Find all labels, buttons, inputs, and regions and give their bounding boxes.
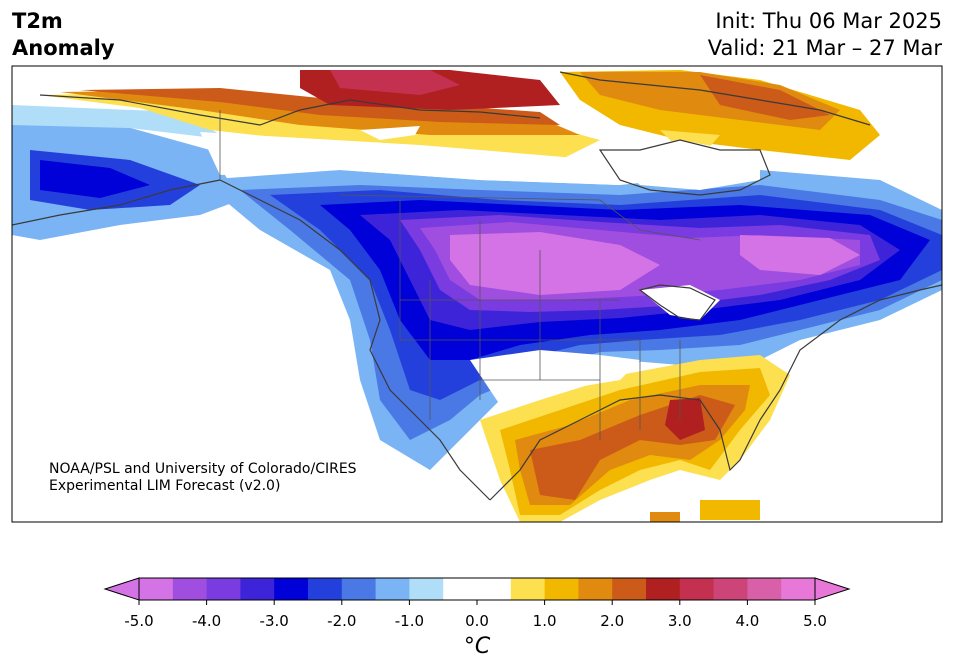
colorbar-bin (713, 578, 748, 600)
colorbar-under-arrow (103, 577, 140, 601)
colorbar-bin (612, 578, 647, 600)
colorbar-bin (510, 578, 546, 600)
colorbar-unit-label: °C (464, 634, 491, 659)
political-borders (219, 110, 701, 440)
colorbar-ticks: -5.0 -4.0 -3.0 -2.0 -1.0 0.0 1.0 2.0 3.0 4.0 5.0 (124, 600, 827, 630)
colorbar-tick-label: -2.0 (327, 612, 356, 630)
colorbar-tick-label: 5.0 (803, 612, 827, 630)
colorbar-bin (477, 578, 512, 600)
neutral-band-north (200, 132, 620, 185)
coastlines (12, 71, 942, 501)
hudson-bay (600, 140, 760, 190)
colorbar-tick-label: 3.0 (668, 612, 692, 630)
colorbar-tick-label: 0.0 (465, 612, 489, 630)
colorbar-bins (139, 578, 816, 600)
colorbar-bin (679, 578, 715, 600)
title-line-2: Anomaly (12, 36, 115, 60)
colorbar-bin (240, 578, 275, 600)
colorbar-bin (781, 578, 816, 600)
init-date: Init: Thu 06 Mar 2025 (715, 9, 942, 33)
forecast-dates: Init: Thu 06 Mar 2025 Valid: 21 Mar – 27… (708, 8, 942, 62)
anomaly-map (11, 65, 943, 523)
map-frame (11, 65, 943, 523)
colorbar-bin (308, 578, 343, 600)
colorbar-tick-label: 2.0 (600, 612, 624, 630)
colorbar-bin (578, 578, 613, 600)
colorbar-tick-label: -3.0 (260, 612, 289, 630)
great-lakes (640, 285, 720, 320)
title-line-1: T2m (12, 9, 63, 33)
colorbar-bin (409, 578, 444, 600)
colorbar-bin (139, 578, 174, 600)
colorbar-tick-label: -1.0 (395, 612, 424, 630)
colorbar-bin (375, 578, 410, 600)
colorbar-bin (544, 578, 579, 600)
credit-line-2: Experimental LIM Forecast (v2.0) (49, 478, 281, 494)
forecast-credit: NOAA/PSL and University of Colorado/CIRE… (49, 461, 357, 495)
map-title: T2m Anomaly (12, 8, 115, 62)
colorbar-bin (443, 578, 478, 600)
colorbar-bin (341, 578, 377, 600)
colorbar-tick-label: 1.0 (533, 612, 557, 630)
colorbar-bin (274, 578, 309, 600)
valid-date: Valid: 21 Mar – 27 Mar (707, 36, 942, 60)
colorbar-over-arrow (814, 577, 851, 601)
lake-white-1 (360, 126, 420, 140)
colorbar-tick-label: 4.0 (735, 612, 759, 630)
colorbar-bin (646, 578, 681, 600)
neutral-band-south (470, 350, 640, 405)
credit-line-1: NOAA/PSL and University of Colorado/CIRE… (49, 461, 357, 477)
colorbar-bin (206, 578, 241, 600)
colorbar-bin (172, 578, 208, 600)
colorbar-tick-label: -4.0 (192, 612, 221, 630)
colorbar-bin (747, 578, 782, 600)
interior-cold-core (200, 170, 942, 470)
colorbar-tick-label: -5.0 (124, 612, 153, 630)
